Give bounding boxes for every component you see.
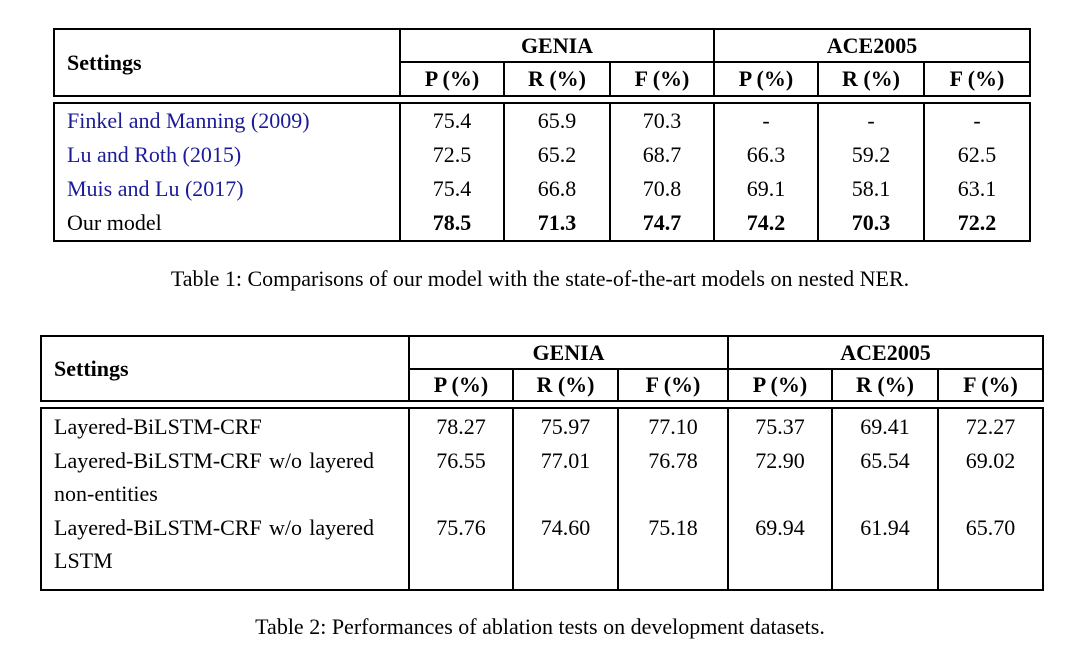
metric-header: F (%) bbox=[963, 372, 1018, 397]
citation-link[interactable]: Muis and Lu (2017) bbox=[67, 176, 244, 201]
metric-header: F (%) bbox=[949, 66, 1005, 91]
cell: 69.41 bbox=[832, 408, 939, 443]
cell: 76.78 bbox=[618, 443, 729, 510]
cell: 74.7 bbox=[610, 206, 715, 241]
table-row: Layered-BiLSTM-CRF 78.27 75.97 77.10 75.… bbox=[41, 408, 1043, 443]
cell: 70.3 bbox=[818, 206, 925, 241]
cell: 69.02 bbox=[965, 448, 1016, 473]
row-label: Layered-BiLSTM-CRF bbox=[41, 408, 410, 443]
metric-header: R (%) bbox=[504, 62, 611, 96]
cell: - bbox=[714, 103, 819, 138]
cell: 61.94 bbox=[832, 510, 939, 590]
citation-link[interactable]: Finkel and Manning (2009) bbox=[67, 108, 310, 133]
cell: 75.18 bbox=[618, 510, 729, 590]
cell: 65.9 bbox=[504, 103, 611, 138]
settings-header: Settings bbox=[54, 29, 401, 96]
table-1: Settings GENIA ACE2005 P (%) R (%) F (%)… bbox=[53, 28, 1031, 242]
metric-header: R (%) bbox=[818, 62, 925, 96]
metric-header: F (%) bbox=[618, 369, 729, 401]
table-row: Finkel and Manning (2009) 75.4 65.9 70.3… bbox=[54, 103, 1030, 138]
cell: 74.60 bbox=[513, 510, 619, 590]
cell: 65.54 bbox=[832, 443, 939, 510]
cell: 63.1 bbox=[957, 176, 997, 201]
cell: 58.1 bbox=[818, 172, 925, 206]
cell: 76.55 bbox=[409, 443, 514, 510]
group-header-genia: GENIA bbox=[409, 336, 729, 370]
group-header-ace2005: ACE2005 bbox=[728, 336, 1043, 370]
cell: 66.8 bbox=[504, 172, 611, 206]
cell: 69.1 bbox=[714, 172, 819, 206]
citation-link[interactable]: Lu and Roth (2015) bbox=[67, 142, 242, 167]
group-header-genia: GENIA bbox=[400, 29, 715, 63]
table-2: Settings GENIA ACE2005 P (%) R (%) F (%)… bbox=[40, 335, 1044, 591]
table-1-header: Settings GENIA ACE2005 P (%) R (%) F (%)… bbox=[53, 28, 1031, 97]
table-2-body: Layered-BiLSTM-CRF 78.27 75.97 77.10 75.… bbox=[40, 407, 1044, 591]
cell: 75.37 bbox=[728, 408, 833, 443]
cell: 72.90 bbox=[728, 443, 833, 510]
cell: 69.94 bbox=[728, 510, 833, 590]
cell: 66.3 bbox=[714, 138, 819, 172]
cell: 78.5 bbox=[400, 206, 505, 241]
cell: 75.97 bbox=[513, 408, 619, 443]
cell: 72.27 bbox=[965, 414, 1016, 439]
table-2-caption: Table 2: Performances of ablation tests … bbox=[255, 614, 825, 639]
cell: 70.3 bbox=[610, 103, 715, 138]
cell: 75.4 bbox=[400, 103, 505, 138]
row-label: Our model bbox=[54, 206, 401, 241]
cell: - bbox=[973, 108, 981, 133]
table-row: Layered-BiLSTM-CRF w/o layered LSTM 75.7… bbox=[41, 510, 1043, 590]
cell: 62.5 bbox=[957, 142, 997, 167]
metric-header: R (%) bbox=[832, 369, 939, 401]
table-1-body: Finkel and Manning (2009) 75.4 65.9 70.3… bbox=[53, 102, 1031, 242]
cell: 75.76 bbox=[409, 510, 514, 590]
cell: 78.27 bbox=[409, 408, 514, 443]
metric-header: P (%) bbox=[400, 62, 505, 96]
metric-header: R (%) bbox=[513, 369, 619, 401]
metric-header: F (%) bbox=[610, 62, 715, 96]
row-label: Layered-BiLSTM-CRF w/o layered non-entit… bbox=[41, 443, 410, 510]
cell: 75.4 bbox=[400, 172, 505, 206]
group-header-ace2005: ACE2005 bbox=[714, 29, 1030, 63]
row-label: Layered-BiLSTM-CRF w/o layered LSTM bbox=[41, 510, 410, 590]
table-row: Lu and Roth (2015) 72.5 65.2 68.7 66.3 5… bbox=[54, 138, 1030, 172]
cell: 59.2 bbox=[818, 138, 925, 172]
cell: 71.3 bbox=[504, 206, 611, 241]
table-row: Layered-BiLSTM-CRF w/o layered non-entit… bbox=[41, 443, 1043, 510]
cell: 65.70 bbox=[965, 515, 1016, 540]
cell: 72.5 bbox=[400, 138, 505, 172]
table-row: Muis and Lu (2017) 75.4 66.8 70.8 69.1 5… bbox=[54, 172, 1030, 206]
metric-header: P (%) bbox=[728, 369, 833, 401]
table-2-header: Settings GENIA ACE2005 P (%) R (%) F (%)… bbox=[40, 335, 1044, 402]
cell: 65.2 bbox=[504, 138, 611, 172]
cell: 72.2 bbox=[957, 210, 997, 235]
cell: 70.8 bbox=[610, 172, 715, 206]
cell: 68.7 bbox=[610, 138, 715, 172]
cell: 74.2 bbox=[714, 206, 819, 241]
cell: 77.01 bbox=[513, 443, 619, 510]
metric-header: P (%) bbox=[714, 62, 819, 96]
table-row-our-model: Our model 78.5 71.3 74.7 74.2 70.3 72.2 bbox=[54, 206, 1030, 241]
metric-header: P (%) bbox=[409, 369, 514, 401]
settings-header: Settings bbox=[41, 336, 410, 401]
cell: - bbox=[818, 103, 925, 138]
cell: 77.10 bbox=[618, 408, 729, 443]
table-1-caption: Table 1: Comparisons of our model with t… bbox=[170, 266, 910, 291]
